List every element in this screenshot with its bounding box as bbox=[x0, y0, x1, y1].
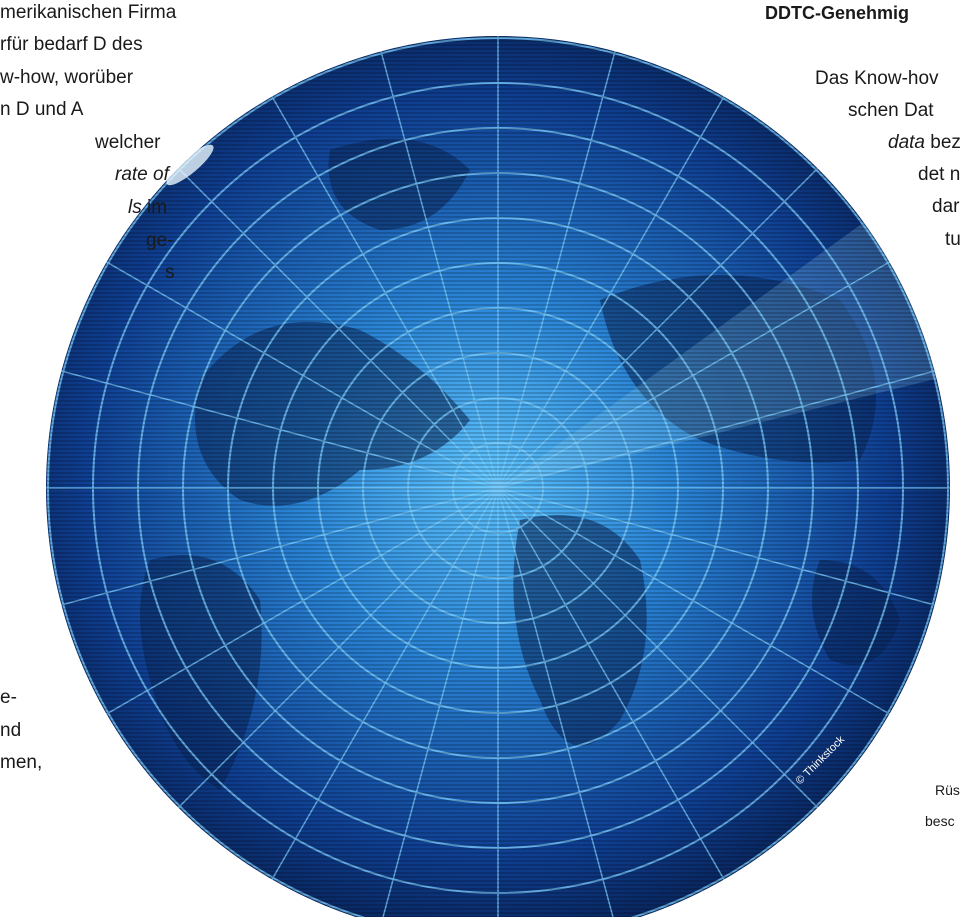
left-column-line: ge- bbox=[146, 230, 173, 251]
glare bbox=[166, 144, 214, 186]
text-run: e- bbox=[0, 687, 17, 708]
left-column-line: nd bbox=[0, 720, 21, 741]
text-run: det n bbox=[918, 164, 960, 185]
left-column-line: w-how, worüber bbox=[0, 67, 134, 88]
right-column-line: dar bbox=[932, 196, 960, 217]
left-column-line: merikanischen Firma bbox=[0, 2, 177, 23]
caption-line: besc bbox=[925, 813, 955, 829]
right-column-line: data bez bbox=[888, 132, 961, 153]
left-column-line: welcher bbox=[94, 132, 161, 153]
left-column-line: s bbox=[165, 262, 175, 283]
text-run: merikanischen Firma bbox=[0, 2, 177, 23]
text-run: im bbox=[142, 197, 167, 218]
text-layer: merikanischen Firma rfür bedarf D des w-ho… bbox=[0, 2, 961, 829]
right-column-line: schen Dat bbox=[848, 100, 934, 121]
text-run: s bbox=[165, 262, 175, 283]
caption-line: Rüs bbox=[935, 782, 960, 798]
text-run: dar bbox=[932, 196, 960, 217]
text-run: rfür bedarf D des bbox=[0, 34, 143, 55]
text-run: nd bbox=[0, 720, 21, 741]
right-column-line: tu bbox=[945, 229, 961, 250]
text-run: schen Dat bbox=[848, 100, 934, 121]
text-run: data bbox=[888, 132, 925, 153]
text-run: welcher bbox=[94, 132, 161, 153]
left-column-line: men, bbox=[0, 752, 42, 773]
left-column-line: ls im bbox=[128, 197, 167, 218]
left-column-line: n D und A bbox=[0, 99, 84, 120]
left-column-line: rate of bbox=[115, 164, 171, 185]
text-run: n D und A bbox=[0, 99, 84, 120]
text-run: ge- bbox=[146, 230, 173, 251]
left-column-line: rfür bedarf D des bbox=[0, 34, 143, 55]
right-heading: DDTC-Genehmig bbox=[765, 3, 909, 23]
text-run: men, bbox=[0, 752, 42, 773]
text-run: tu bbox=[945, 229, 961, 250]
text-run: bez bbox=[925, 132, 961, 153]
text-run: Das Know-hov bbox=[815, 68, 939, 89]
right-column-line: Das Know-hov bbox=[815, 68, 939, 89]
right-column-line: det n bbox=[918, 164, 960, 185]
text-run: w-how, worüber bbox=[0, 67, 134, 88]
text-run: rate of bbox=[115, 164, 171, 185]
left-column-line: e- bbox=[0, 687, 17, 708]
text-run: ls bbox=[128, 197, 142, 218]
